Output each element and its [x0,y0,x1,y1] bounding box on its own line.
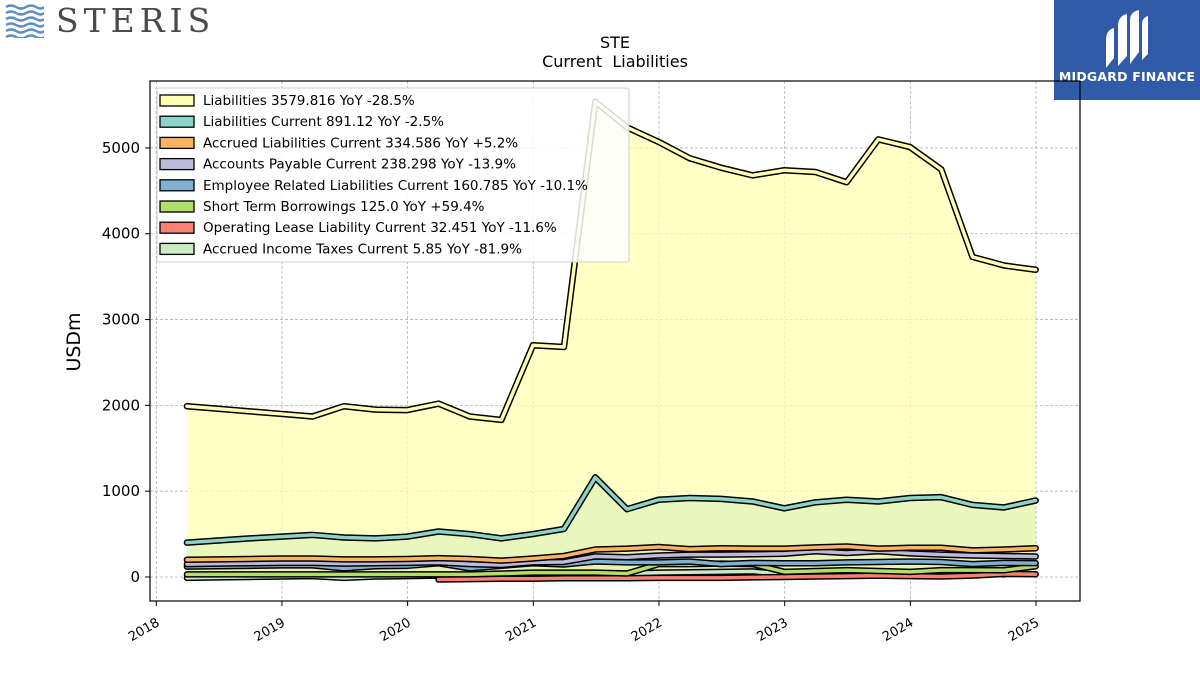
legend-swatch-short-term-borrowings [159,200,195,213]
legend-label-liabilities-current: Liabilities Current 891.12 YoY -2.5% [203,114,444,130]
legend-swatch-employee-related-liabilities-current [159,179,195,192]
legend-label-short-term-borrowings: Short Term Borrowings 125.0 YoY +59.4% [203,199,485,215]
y-tick-label: 3000 [102,311,140,329]
brand-name: STERIS [56,1,216,40]
chart-subtitle: Current Liabilities [542,52,688,71]
legend-swatch-accounts-payable-current [159,157,195,171]
x-tick-label: 2021 [503,615,539,645]
x-tick-label: 2023 [755,615,791,645]
x-tick-label: 2025 [1006,615,1042,645]
line-short-term-borrowings [185,561,1038,577]
line-employee-related-liabilities-current [185,559,1038,571]
steris-logo: STERIS [4,4,215,38]
legend-swatch-liabilities [159,94,195,107]
midgard-m-logo-icon [1106,10,1148,68]
legend-label-accrued-income-taxes-current: Accrued Income Taxes Current 5.85 YoY -8… [203,241,522,257]
legend-swatch-liabilities-current [159,115,195,128]
waves-logo-icon [5,4,44,38]
badge-name: MIDGARD FINANCE [1058,69,1196,84]
y-tick-label: 1000 [102,482,140,500]
legend-swatch-operating-lease-liability-current [159,221,195,234]
y-axis-label: USDm [63,312,85,371]
legend-swatch-accrued-liabilities-current [159,136,195,150]
legend-label-operating-lease-liability-current: Operating Lease Liability Current 32.451… [203,220,557,236]
x-tick-label: 2019 [252,615,288,645]
y-axis: 0 1000 2000 3000 4000 5000 [102,139,150,586]
plot-frame [149,80,1081,602]
midgard-finance-badge: MIDGARD FINANCE [1054,0,1200,100]
line-accrued-liabilities-current [185,544,1038,563]
y-tick-label: 0 [130,568,140,586]
y-tick-label: 2000 [102,396,140,414]
legend-label-accrued-liabilities-current: Accrued Liabilities Current 334.586 YoY … [203,135,518,151]
x-tick-label: 2022 [629,615,665,645]
line-operating-lease-liability-current [436,572,1038,582]
legend-label-accounts-payable-current: Accounts Payable Current 238.298 YoY -13… [203,157,516,173]
y-tick-label: 4000 [102,225,140,243]
series-lines [183,98,1039,583]
x-tick-label: 2020 [377,615,413,645]
line-liabilities-current [185,475,1038,545]
chart-title: STE [600,33,630,52]
line-accounts-payable-current [185,549,1038,567]
area-liabilities [186,101,1036,577]
legend-label-liabilities: Liabilities 3579.816 YoY -28.5% [203,93,415,109]
legend-label-employee-related-liabilities-current: Employee Related Liabilities Current 160… [203,178,588,194]
legend: Liabilities 3579.816 YoY -28.5% Liabiliti… [156,87,630,263]
y-tick-label: 5000 [102,139,140,157]
legend-swatch-accrued-income-taxes-current [159,242,195,256]
x-tick-label: 2018 [126,615,162,645]
x-axis: 2018 2019 2020 2021 2022 2023 2024 2025 [126,601,1042,645]
legend-box [156,87,630,263]
x-tick-label: 2024 [880,615,916,645]
